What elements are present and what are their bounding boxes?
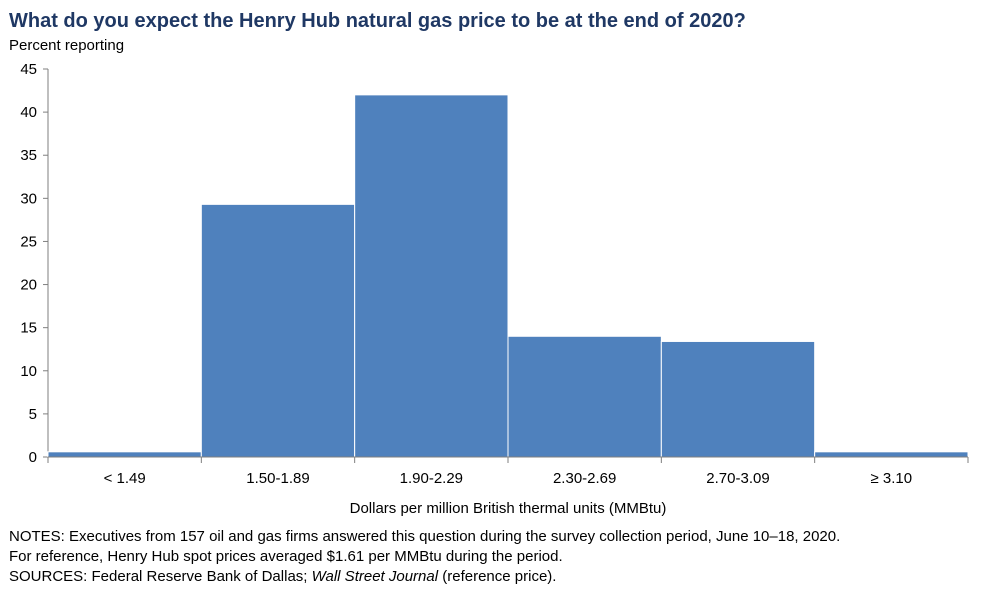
bar	[47, 451, 202, 458]
notes: NOTES: Executives from 157 oil and gas f…	[9, 527, 840, 587]
sources-suffix: (reference price).	[438, 568, 557, 585]
y-tick-label: 0	[29, 449, 37, 466]
x-tick-label: < 1.49	[104, 470, 146, 487]
x-tick-label: 2.30-2.69	[553, 470, 616, 487]
y-tick-label: 20	[20, 277, 37, 294]
bar	[814, 451, 969, 458]
y-tick-label: 15	[20, 320, 37, 337]
y-tick-label: 45	[20, 61, 37, 78]
bar	[200, 203, 356, 458]
notes-line-1: NOTES: Executives from 157 oil and gas f…	[9, 528, 841, 545]
sources-line: SOURCES: Federal Reserve Bank of Dallas;…	[9, 567, 840, 587]
sources-italic: Wall Street Journal	[311, 568, 439, 585]
x-tick-label: 1.50-1.89	[246, 470, 309, 487]
y-tick-label: 30	[20, 190, 37, 207]
notes-line-2: For reference, Henry Hub spot prices ave…	[9, 548, 563, 565]
y-axis-unit-label: Percent reporting	[9, 37, 125, 54]
y-tick-label: 25	[20, 233, 37, 250]
x-tick-label: 2.70-3.09	[706, 470, 769, 487]
y-axis: 0 5 10 15 20 25 30 35 40 45	[20, 61, 49, 466]
y-tick-label: 5	[29, 406, 37, 423]
chart-title: What do you expect the Henry Hub natural…	[9, 10, 746, 32]
x-axis: < 1.49 1.50-1.89 1.90-2.29 2.30-2.69 2.70-3.…	[47, 456, 969, 487]
bar	[354, 94, 509, 458]
y-tick-label: 35	[20, 147, 37, 164]
bars	[47, 94, 969, 458]
x-axis-title: Dollars per million British thermal unit…	[350, 500, 667, 517]
y-tick-label: 40	[20, 104, 37, 121]
bar	[507, 335, 662, 458]
x-tick-label: ≥ 3.10	[871, 470, 913, 487]
bar	[660, 340, 816, 458]
x-tick-label: 1.90-2.29	[400, 470, 463, 487]
sources-prefix: SOURCES: Federal Reserve Bank of Dallas;	[9, 568, 312, 585]
y-tick-label: 10	[20, 363, 37, 380]
